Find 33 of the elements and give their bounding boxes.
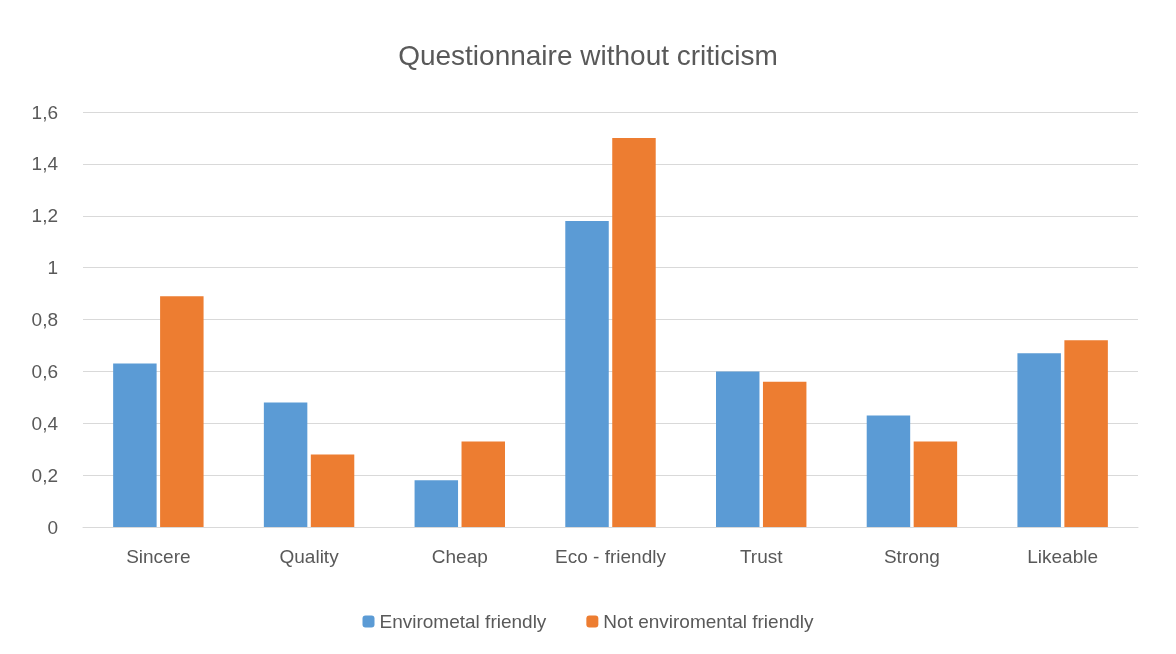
x-tick-label: Eco - friendly [555, 546, 667, 567]
bar [612, 137, 656, 527]
y-tick-label: 0 [47, 516, 58, 538]
chart-title: Questionnaire without criticism [398, 39, 778, 71]
bar [310, 454, 355, 527]
bar [1017, 353, 1061, 527]
x-tick-label: Strong [883, 546, 940, 567]
y-tick-label: 0,8 [31, 309, 58, 330]
y-tick-label: 0,4 [31, 412, 59, 434]
bar [263, 402, 308, 527]
legend-label: Not enviromental friendly [603, 611, 814, 632]
x-tick-label: Trust [739, 546, 784, 567]
bar [716, 371, 760, 527]
legend-label: Envirometal friendly [379, 611, 547, 632]
x-tick-label: Quality [279, 546, 340, 567]
bar [565, 220, 609, 527]
bar [762, 381, 807, 527]
bar [866, 415, 911, 527]
y-tick-label: 1,2 [31, 205, 58, 227]
y-tick-label: 1,6 [31, 101, 58, 123]
bar [414, 480, 459, 527]
x-tick-label: Cheap [431, 546, 488, 567]
bar [461, 441, 505, 527]
x-tick-label: Likeable [1027, 546, 1099, 567]
bar [160, 296, 204, 527]
bar [1064, 340, 1108, 527]
y-tick-label: 1,4 [31, 153, 59, 175]
x-tick-label: Sincere [126, 546, 191, 567]
bar [113, 363, 157, 527]
y-tick-label: 0,6 [31, 360, 58, 382]
y-tick-label: 1 [47, 257, 58, 279]
bar [913, 441, 958, 527]
y-tick-label: 0,2 [31, 464, 58, 486]
